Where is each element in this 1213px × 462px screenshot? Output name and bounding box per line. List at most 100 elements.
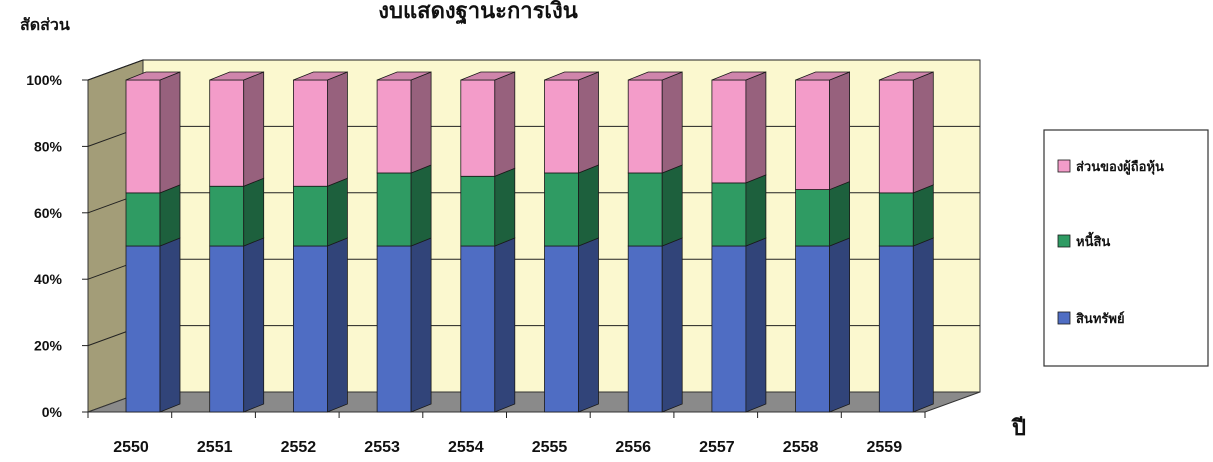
- bar-front: [292, 79, 328, 187]
- x-axis-title: ปี: [1011, 416, 1026, 441]
- y-axis-ticks: 0% 20% 40% 60% 80% 100%: [26, 72, 88, 420]
- bar-top: [460, 71, 515, 81]
- bar-segment-assets: [376, 237, 432, 413]
- x-tick-label: 2556: [615, 439, 651, 456]
- bar-side: [410, 164, 432, 247]
- bar-top: [795, 71, 850, 81]
- bar-front: [627, 172, 663, 247]
- legend-swatch: [1057, 234, 1071, 248]
- bar-side: [494, 71, 516, 177]
- legend-label: หนี้สิน: [1076, 231, 1110, 250]
- bar-front: [795, 189, 830, 247]
- bar-front: [544, 172, 579, 247]
- bar-side: [745, 237, 767, 413]
- bar-side: [661, 164, 683, 247]
- y-tick-label: 20%: [34, 338, 63, 354]
- bar-side: [494, 237, 516, 413]
- bar-segment-assets: [878, 237, 934, 413]
- y-tick-label: 40%: [34, 271, 63, 287]
- legend-swatch: [1057, 159, 1071, 173]
- legend-item: ส่วนของผู้ถือหุ้น: [1057, 159, 1164, 175]
- bar-front: [711, 182, 747, 247]
- bar-front: [711, 79, 747, 184]
- bar-segment-liabilities: [795, 180, 850, 247]
- bar-segment-equity: [711, 71, 767, 184]
- bar-segment-equity: [376, 71, 432, 174]
- bar-side: [745, 71, 767, 184]
- bar-front: [795, 79, 830, 190]
- y-tick-label: 100%: [26, 72, 62, 88]
- bar-side: [912, 71, 934, 194]
- bar-segment-equity: [209, 71, 265, 187]
- bar-segment-equity: [795, 71, 850, 191]
- bar-side: [661, 71, 683, 174]
- bar-side: [243, 237, 265, 413]
- legend: ส่วนของผู้ถือหุ้นหนี้สินสินทรัพย์: [1043, 129, 1209, 367]
- bar-front: [795, 245, 830, 413]
- bar-top: [125, 71, 181, 81]
- bar-front: [460, 175, 496, 247]
- x-tick-label: 2552: [281, 439, 317, 456]
- x-tick-label: 2558: [783, 439, 819, 456]
- bar-segment-assets: [627, 237, 683, 413]
- bar-side: [829, 237, 850, 413]
- bar-top: [628, 71, 683, 81]
- y-tick-label: 60%: [34, 205, 63, 221]
- legend-label: สินทรัพย์: [1076, 311, 1125, 327]
- bar-front: [544, 245, 579, 413]
- bar-top: [711, 71, 767, 81]
- bar-front: [460, 245, 496, 413]
- bar-front: [125, 245, 161, 413]
- x-tick-label: 2553: [364, 439, 400, 456]
- y-tick-label: 0%: [42, 404, 63, 420]
- bar-front: [460, 79, 496, 177]
- bar-segment-equity: [292, 71, 348, 187]
- bar-segment-equity: [627, 71, 683, 174]
- bar-side: [494, 167, 516, 247]
- bar-side: [159, 184, 181, 247]
- bar-front: [209, 245, 245, 413]
- bar-side: [326, 71, 348, 187]
- bar-segment-liabilities: [460, 167, 516, 247]
- bar-segment-equity: [878, 71, 934, 194]
- bar-segment-assets: [795, 237, 850, 413]
- bar-front: [292, 185, 328, 247]
- x-tick-label: 2550: [113, 439, 149, 456]
- bar-side: [159, 237, 181, 413]
- bar-segment-liabilities: [209, 177, 265, 247]
- bar-segment-assets: [460, 237, 516, 413]
- bar-side: [410, 237, 432, 413]
- legend-label: ส่วนของผู้ถือหุ้น: [1076, 159, 1164, 175]
- bar-segment-liabilities: [878, 184, 934, 247]
- legend-item: หนี้สิน: [1057, 231, 1110, 250]
- bar-side: [410, 71, 432, 174]
- bar-front: [376, 172, 412, 247]
- bar-top: [209, 71, 264, 81]
- bar-top: [293, 71, 348, 81]
- chart-title: งบแสดงฐานะการเงิน: [378, 0, 577, 25]
- bar-front: [376, 245, 412, 413]
- bar-front: [544, 79, 579, 174]
- x-tick-label: 2554: [448, 439, 484, 456]
- bar-side: [578, 164, 599, 247]
- bar-stacks: [125, 71, 934, 413]
- bar-side: [829, 180, 850, 247]
- gridline: [87, 59, 980, 81]
- x-tick-label: 2551: [197, 439, 233, 456]
- legend-swatch: [1057, 311, 1071, 325]
- bar-segment-equity: [125, 71, 181, 194]
- bar-segment-liabilities: [125, 184, 181, 247]
- bar-side: [243, 177, 265, 247]
- bar-side: [243, 71, 265, 187]
- bar-segment-liabilities: [711, 174, 767, 247]
- bar-front: [292, 245, 328, 413]
- bar-front: [878, 245, 914, 413]
- bar-top: [544, 71, 599, 81]
- bar-segment-assets: [544, 237, 599, 413]
- bar-segment-assets: [711, 237, 767, 413]
- bar-top: [376, 71, 432, 81]
- bar-segment-equity: [544, 71, 599, 174]
- bar-side: [912, 184, 934, 247]
- y-axis-title: สัดส่วน: [20, 15, 70, 34]
